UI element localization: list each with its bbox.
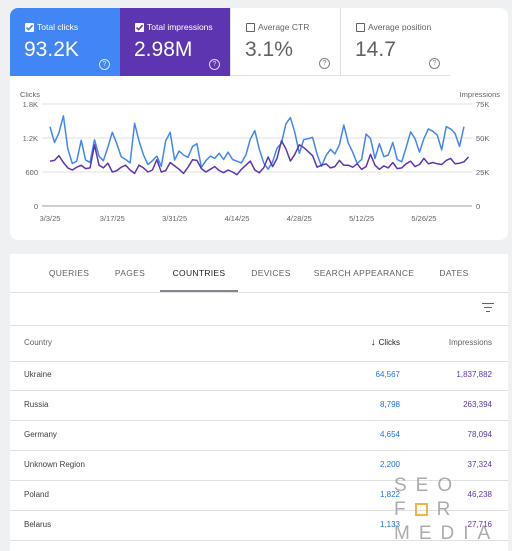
cell-country: Russia [24,400,49,409]
card-value: 3.1% [245,38,293,61]
watermark-square-icon [414,503,428,516]
tab-devices[interactable]: DEVICES [251,268,291,278]
watermark-letter-f: F [394,499,415,520]
left-tick-label: 0 [34,202,38,211]
x-tick-label: 4/28/25 [287,214,312,223]
watermark-line-3: MEDIA [394,523,500,544]
checkbox-unchecked-icon[interactable] [356,23,365,32]
cell-impressions: 1,837,882 [456,370,492,379]
cell-impressions: 37,324 [467,460,492,469]
performance-panel: Total clicks 93.2K ? Total impressions 2… [10,8,508,240]
table-row[interactable]: Ukraine 64,567 1,837,882 [10,360,508,391]
table-row[interactable]: Russia 8,798 263,394 [10,390,508,421]
help-icon[interactable]: ? [209,59,220,70]
series-line-impressions [49,139,470,176]
cell-clicks: 1,133 [379,520,400,529]
tab-pages[interactable]: PAGES [114,268,146,278]
filter-icon[interactable] [482,303,494,313]
table-row[interactable]: Belarus 1,133 27,716 [10,510,508,541]
help-icon[interactable]: ? [429,58,440,69]
sort-arrow-down-icon: ↓ [370,337,376,348]
card-value: 93.2K [24,38,79,61]
checkbox-unchecked-icon[interactable] [246,23,255,32]
help-icon[interactable]: ? [319,58,330,69]
tab-bar: QUERIES PAGES COUNTRIES DEVICES SEARCH A… [10,254,508,293]
card-total-clicks[interactable]: Total clicks 93.2K ? [10,8,120,76]
cell-impressions: 46,238 [467,490,492,499]
card-average-ctr[interactable]: Average CTR 3.1% ? [230,8,340,76]
checkbox-checked-icon[interactable] [25,23,34,32]
card-label: Average position [368,22,432,32]
cell-clicks: 4,654 [379,430,400,439]
right-tick-label: 75K [476,100,489,109]
watermark-line-1: SEO [394,475,462,496]
watermark-letter-r: R [436,499,460,520]
left-axis-title: Clicks [20,92,40,99]
cell-impressions: 27,716 [467,520,492,529]
cell-impressions: 263,394 [463,400,492,409]
cell-country: Unknown Region [24,460,85,469]
column-header-clicks-label: Clicks [378,338,400,347]
cell-clicks: 8,798 [379,400,400,409]
cell-clicks: 64,567 [375,370,400,379]
right-tick-label: 25K [476,168,489,177]
column-header-impressions[interactable]: Impressions [448,338,492,347]
x-tick-label: 5/12/25 [349,214,374,223]
table-header: Country ↓ Clicks Impressions [10,325,508,362]
x-tick-label: 4/14/25 [224,214,249,223]
table-row[interactable]: Poland 1,822 46,238 [10,480,508,511]
cell-clicks: 2,200 [379,460,400,469]
card-label: Average CTR [258,22,310,32]
cell-country: Germany [24,430,57,439]
tab-countries[interactable]: COUNTRIES [160,254,238,292]
x-tick-label: 3/31/25 [162,214,187,223]
card-value: 2.98M [134,38,193,61]
cell-impressions: 78,094 [467,430,492,439]
table-row[interactable]: Unknown Region 2,200 37,324 [10,450,508,481]
left-tick-label: 1.8K [23,100,38,109]
card-value: 14.7 [355,38,396,61]
column-header-clicks[interactable]: ↓ Clicks [371,326,400,359]
metric-cards: Total clicks 93.2K ? Total impressions 2… [10,8,460,76]
tab-search-appearance[interactable]: SEARCH APPEARANCE [313,268,415,278]
column-header-country[interactable]: Country [24,338,53,347]
cell-country: Ukraine [24,370,52,379]
tab-queries[interactable]: QUERIES [48,268,90,278]
right-axis-title: Impressions [460,92,501,99]
right-tick-label: 0 [476,202,480,211]
cell-clicks: 1,822 [379,490,400,499]
report-table-panel: QUERIES PAGES COUNTRIES DEVICES SEARCH A… [10,254,508,551]
left-tick-label: 600 [25,168,38,177]
cell-country: Belarus [24,520,52,529]
series-line-clicks [49,115,465,170]
tab-dates[interactable]: DATES [439,268,469,278]
right-tick-label: 50K [476,134,489,143]
table-row[interactable]: Germany 4,654 78,094 [10,420,508,451]
left-tick-label: 1.2K [23,134,38,143]
cell-country: Poland [24,490,49,499]
card-label: Total clicks [37,22,79,32]
checkbox-checked-icon[interactable] [135,23,144,32]
card-label: Total impressions [147,22,213,32]
card-average-position[interactable]: Average position 14.7 ? [340,8,450,76]
help-icon[interactable]: ? [99,59,110,70]
x-tick-label: 3/3/25 [40,214,61,223]
x-tick-label: 5/26/25 [411,214,436,223]
card-total-impressions[interactable]: Total impressions 2.98M ? [120,8,230,76]
x-tick-label: 3/17/25 [100,214,125,223]
